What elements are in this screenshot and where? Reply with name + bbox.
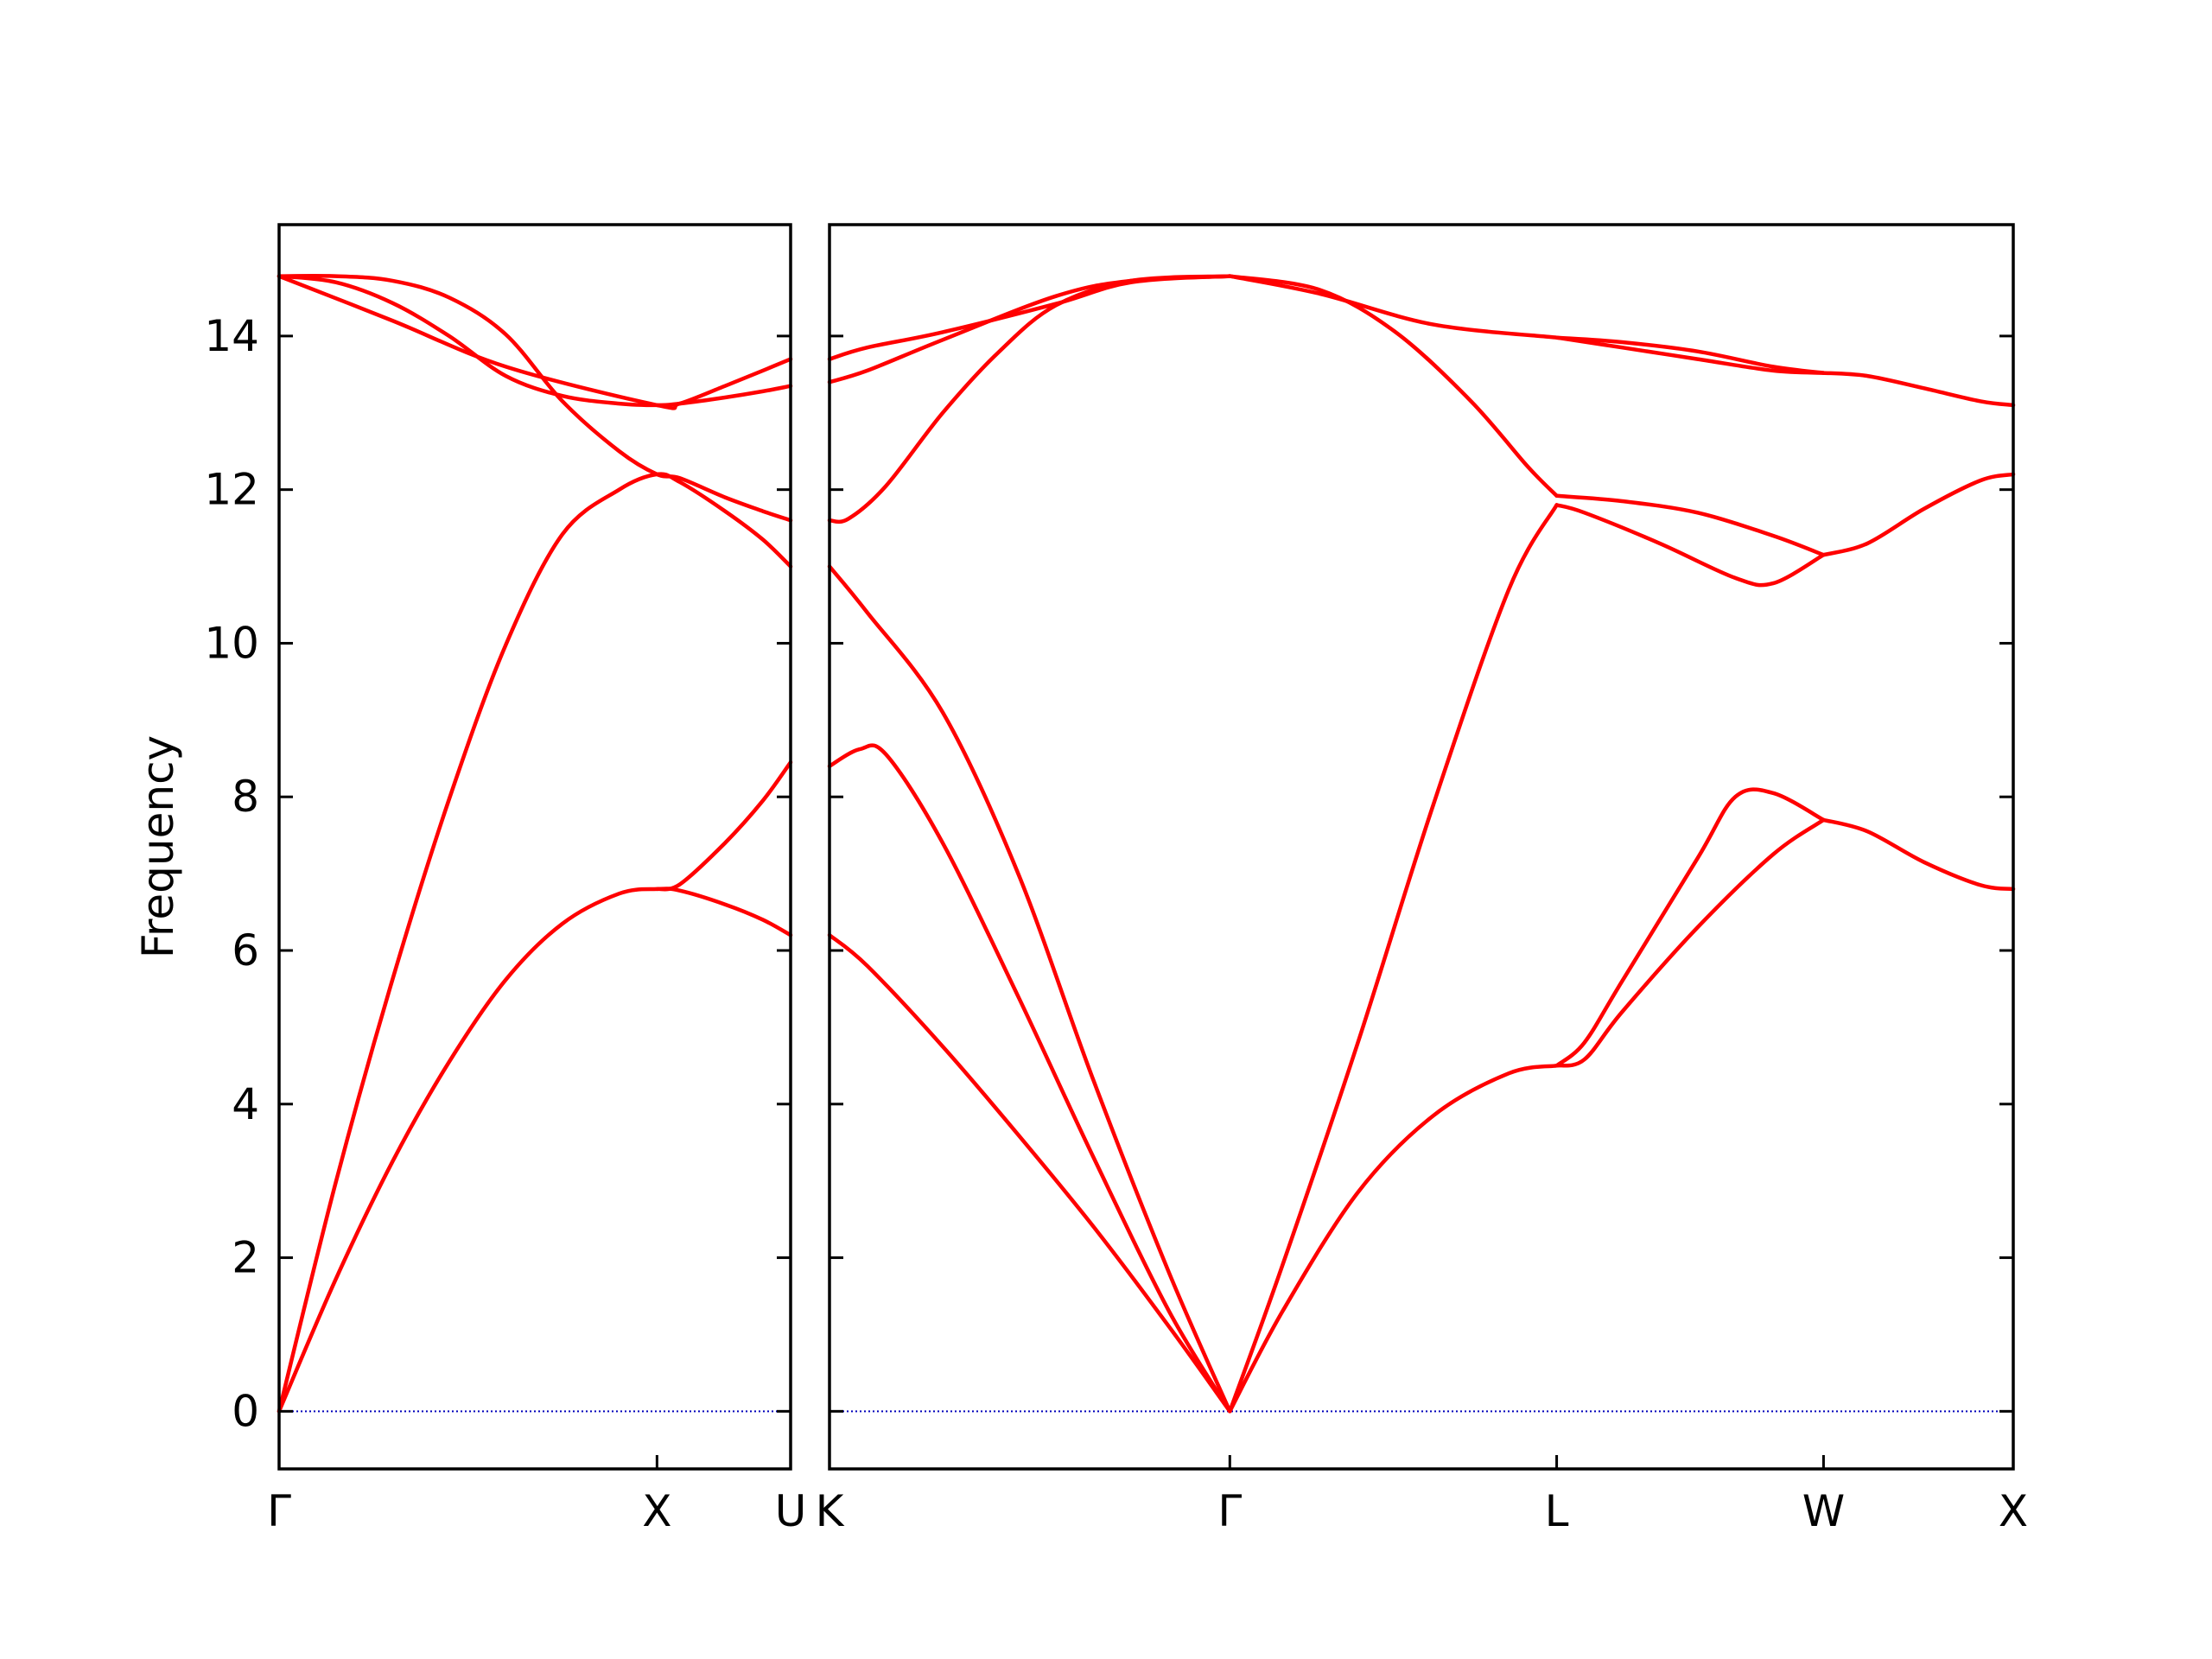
band-line-9	[1228, 274, 1559, 499]
band-line-3	[276, 274, 793, 408]
y-tick-labels: 0 2 4 6 8 10 12 14	[204, 311, 259, 1436]
y-tick-label: 10	[204, 618, 259, 668]
x-tick-label: X	[1999, 1486, 2028, 1536]
x-tick-label: X	[642, 1486, 671, 1536]
y-tick-label: 14	[204, 311, 259, 361]
y-tick-label: 8	[232, 772, 259, 822]
x-tick-label: W	[1802, 1486, 1845, 1536]
band-line-17	[1821, 817, 2016, 892]
band-line-6	[827, 274, 1232, 361]
x-tick-label: L	[1545, 1486, 1569, 1536]
y-axis-label: Frequency	[133, 735, 183, 958]
y-tick-label: 6	[232, 925, 259, 976]
band-line-1	[827, 932, 1232, 1414]
x-tick-label: Γ	[1217, 1486, 1242, 1536]
band-line-19	[1821, 371, 2016, 408]
band-line-5	[276, 274, 793, 410]
x-tick-label: Γ	[267, 1486, 291, 1536]
x-tick-label: K	[816, 1486, 845, 1536]
band-line-2	[827, 743, 1232, 1414]
plot-frame	[277, 223, 792, 1471]
y-tick-label: 4	[232, 1079, 259, 1129]
band-line-15	[1554, 335, 1826, 375]
band-line-3	[827, 564, 1232, 1414]
y-tick-label: 12	[204, 465, 259, 515]
band-line-4	[276, 273, 793, 523]
band-line-5	[827, 274, 1232, 385]
band-line-14	[1554, 493, 1826, 557]
band-line-2	[276, 472, 793, 1414]
band-line-11	[1554, 817, 1826, 1068]
y-tick-label: 2	[232, 1233, 259, 1283]
band-line-10	[1228, 274, 1559, 340]
band-line-18	[1821, 472, 2016, 557]
band-line-7	[1228, 503, 1559, 1414]
band-line-13	[1554, 503, 1826, 588]
band-line-6	[655, 760, 793, 892]
y-tick-label: 0	[232, 1386, 259, 1436]
band-line-4	[827, 274, 1232, 524]
band-line-1	[276, 887, 793, 1414]
plot-frame	[828, 223, 2015, 1471]
band-line-12	[1554, 787, 1826, 1068]
band-line-8	[1228, 1064, 1559, 1414]
band-line-16	[1554, 335, 1826, 375]
x-tick-label: U	[775, 1486, 807, 1536]
